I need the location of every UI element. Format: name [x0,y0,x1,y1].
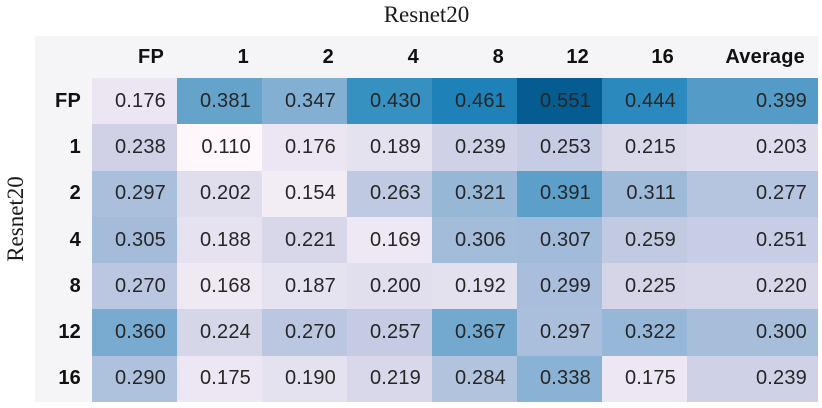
heatmap-cell-16-12: 0.338 [517,355,602,403]
heatmap-cell-1-4: 0.189 [347,124,432,171]
column-header-fp: FP [92,36,177,78]
heatmap-cell-8-1: 0.168 [177,263,262,310]
column-header-1: 1 [177,36,262,78]
heatmap-cell-fp-12: 0.551 [517,78,602,125]
row-header-8: 8 [35,263,92,310]
row-header-12: 12 [35,309,92,356]
heatmap-cell-fp-1: 0.381 [177,78,262,125]
heatmap-cell-12-2: 0.270 [262,309,347,356]
heatmap-cell-fp-2: 0.347 [262,78,347,125]
heatmap-cell-1-16: 0.215 [602,124,687,171]
heatmap-cell-12-16: 0.322 [602,309,687,356]
row-header-fp: FP [35,78,92,125]
heatmap-cell-2-4: 0.263 [347,170,432,217]
heatmap-cell-16-fp: 0.290 [92,355,177,403]
heatmap-cell-4-16: 0.259 [602,216,687,264]
heatmap-cell-fp-16: 0.444 [602,78,687,125]
heatmap-cell-8-2: 0.187 [262,263,347,310]
column-header-16: 16 [602,36,687,78]
heatmap-cell-2-12: 0.391 [517,170,602,217]
heatmap-cell-12-4: 0.257 [347,309,432,356]
heatmap-cell-4-average: 0.251 [687,216,818,264]
heatmap-cell-4-12: 0.307 [517,216,602,264]
heatmap-cell-2-fp: 0.297 [92,170,177,217]
row-header-4: 4 [35,216,92,264]
heatmap-cell-4-4: 0.169 [347,216,432,264]
column-header-2: 2 [262,36,347,78]
heatmap-cell-2-average: 0.277 [687,170,818,217]
heatmap-cell-16-average: 0.239 [687,355,818,403]
heatmap-cell-4-fp: 0.305 [92,216,177,264]
heatmap-cell-4-1: 0.188 [177,216,262,264]
heatmap-cell-8-4: 0.200 [347,263,432,310]
heatmap-cell-8-8: 0.192 [432,263,517,310]
heatmap-cell-1-8: 0.239 [432,124,517,171]
column-header-8: 8 [432,36,517,78]
heatmap-cell-1-2: 0.176 [262,124,347,171]
heatmap-cell-1-12: 0.253 [517,124,602,171]
heatmap-table: FP 1 2 4 8 12 16 Average FP 0.176 0.381 0.347 0.430 0… [35,36,818,403]
heatmap-cell-fp-fp: 0.176 [92,78,177,125]
corner-cell [35,36,92,78]
chart-title: Resnet20 [383,2,470,27]
heatmap-cell-16-1: 0.175 [177,355,262,403]
heatmap-cell-1-fp: 0.238 [92,124,177,171]
heatmap-cell-1-1: 0.110 [177,124,262,171]
row-header-16: 16 [35,355,92,403]
column-header-12: 12 [517,36,602,78]
heatmap-cell-2-2: 0.154 [262,170,347,217]
column-header-4: 4 [347,36,432,78]
heatmap-cell-2-1: 0.202 [177,170,262,217]
heatmap-cell-1-average: 0.203 [687,124,818,171]
heatmap-cell-fp-8: 0.461 [432,78,517,125]
heatmap-cell-4-2: 0.221 [262,216,347,264]
heatmap-cell-8-16: 0.225 [602,263,687,310]
heatmap-cell-12-1: 0.224 [177,309,262,356]
heatmap-cell-2-16: 0.311 [602,170,687,217]
heatmap-cell-8-12: 0.299 [517,263,602,310]
heatmap-cell-12-8: 0.367 [432,309,517,356]
heatmap-cell-16-8: 0.284 [432,355,517,403]
heatmap-cell-16-4: 0.219 [347,355,432,403]
heatmap-cell-fp-average: 0.399 [687,78,818,125]
heatmap-cell-8-average: 0.220 [687,263,818,310]
heatmap-cell-12-average: 0.300 [687,309,818,356]
heatmap-cell-4-8: 0.306 [432,216,517,264]
y-axis-label: Resnet20 [3,176,28,262]
heatmap-cell-16-16: 0.175 [602,355,687,403]
heatmap-cell-2-8: 0.321 [432,170,517,217]
row-header-1: 1 [35,124,92,171]
heatmap-cell-8-fp: 0.270 [92,263,177,310]
heatmap-cell-fp-4: 0.430 [347,78,432,125]
column-header-average: Average [687,36,818,78]
heatmap-cell-12-12: 0.297 [517,309,602,356]
row-header-2: 2 [35,170,92,217]
heatmap-cell-12-fp: 0.360 [92,309,177,356]
heatmap-cell-16-2: 0.190 [262,355,347,403]
